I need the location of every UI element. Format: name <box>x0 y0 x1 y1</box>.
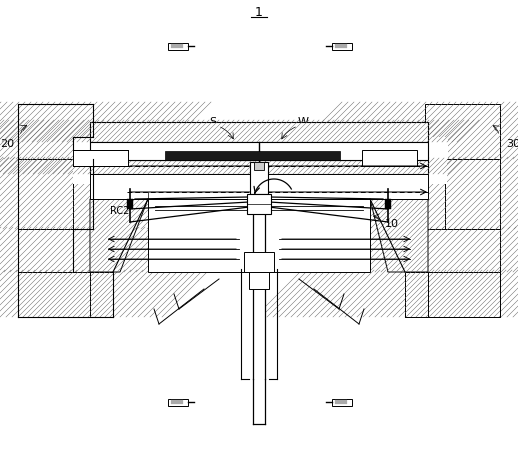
Polygon shape <box>90 272 113 317</box>
Bar <box>425 229 500 272</box>
Polygon shape <box>405 272 428 317</box>
Bar <box>425 159 447 184</box>
Bar <box>425 104 500 159</box>
Bar <box>168 43 188 49</box>
Bar <box>405 272 500 317</box>
Text: 30: 30 <box>506 139 518 149</box>
Bar <box>253 289 265 379</box>
Bar <box>335 44 347 48</box>
Bar <box>249 272 269 289</box>
Bar <box>418 137 448 159</box>
Text: RC: RC <box>150 191 163 201</box>
Bar <box>171 44 183 48</box>
Polygon shape <box>18 272 113 317</box>
Bar <box>168 399 188 405</box>
Bar <box>73 150 128 166</box>
Text: W: W <box>297 117 309 127</box>
Bar <box>250 162 268 194</box>
Text: S: S <box>209 117 217 127</box>
Bar <box>18 272 113 317</box>
Text: 1: 1 <box>255 5 263 19</box>
Bar <box>18 159 73 229</box>
Bar <box>171 400 183 404</box>
Polygon shape <box>370 199 428 272</box>
Bar <box>90 142 428 160</box>
Bar <box>127 199 133 209</box>
Bar <box>90 174 428 199</box>
Bar <box>247 194 271 214</box>
Bar <box>385 199 391 209</box>
Polygon shape <box>405 272 500 317</box>
Bar <box>165 151 340 160</box>
Bar <box>332 399 352 405</box>
Bar <box>90 122 428 142</box>
Bar <box>254 162 264 170</box>
Bar <box>362 150 417 166</box>
Bar <box>73 159 95 184</box>
Bar <box>445 159 500 229</box>
Bar <box>18 104 93 159</box>
Bar <box>332 43 352 49</box>
Text: 10: 10 <box>385 219 399 229</box>
Text: RC2: RC2 <box>110 206 130 216</box>
Text: RC1: RC1 <box>135 164 154 174</box>
Bar <box>18 229 93 272</box>
Bar <box>335 400 347 404</box>
Bar <box>90 160 428 174</box>
Bar <box>148 199 370 272</box>
Text: 20: 20 <box>0 139 14 149</box>
Bar <box>73 137 103 159</box>
Bar <box>244 252 274 272</box>
Polygon shape <box>90 199 148 272</box>
